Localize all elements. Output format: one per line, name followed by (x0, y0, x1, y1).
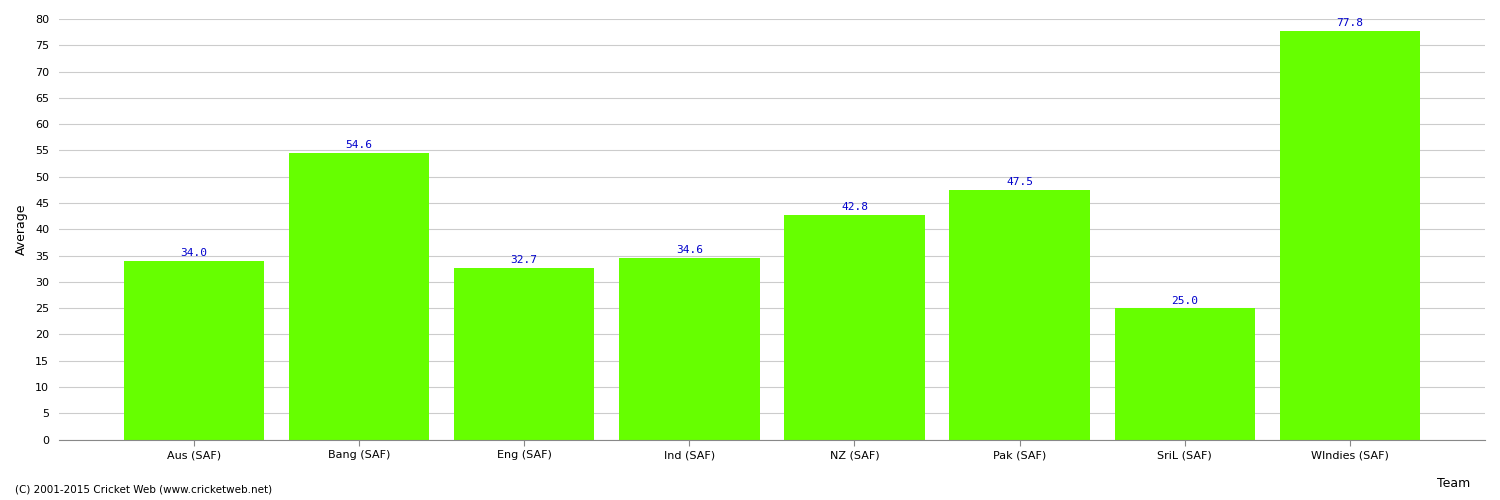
Bar (1114, 308, 1256, 440)
Text: 42.8: 42.8 (842, 202, 868, 212)
Text: Team: Team (1437, 477, 1470, 490)
Bar (620, 258, 759, 440)
Bar (1280, 30, 1420, 440)
Text: 54.6: 54.6 (345, 140, 372, 150)
Text: 77.8: 77.8 (1336, 18, 1364, 28)
Bar (950, 190, 1090, 440)
Bar (290, 152, 429, 440)
Text: 47.5: 47.5 (1007, 177, 1034, 187)
Text: (C) 2001-2015 Cricket Web (www.cricketweb.net): (C) 2001-2015 Cricket Web (www.cricketwe… (15, 485, 272, 495)
Y-axis label: Average: Average (15, 204, 28, 255)
Text: 25.0: 25.0 (1172, 296, 1198, 306)
Text: 34.6: 34.6 (676, 245, 703, 255)
Bar (123, 261, 264, 440)
Text: 32.7: 32.7 (510, 255, 537, 265)
Bar (784, 214, 924, 440)
Bar (454, 268, 594, 440)
Text: 34.0: 34.0 (180, 248, 207, 258)
